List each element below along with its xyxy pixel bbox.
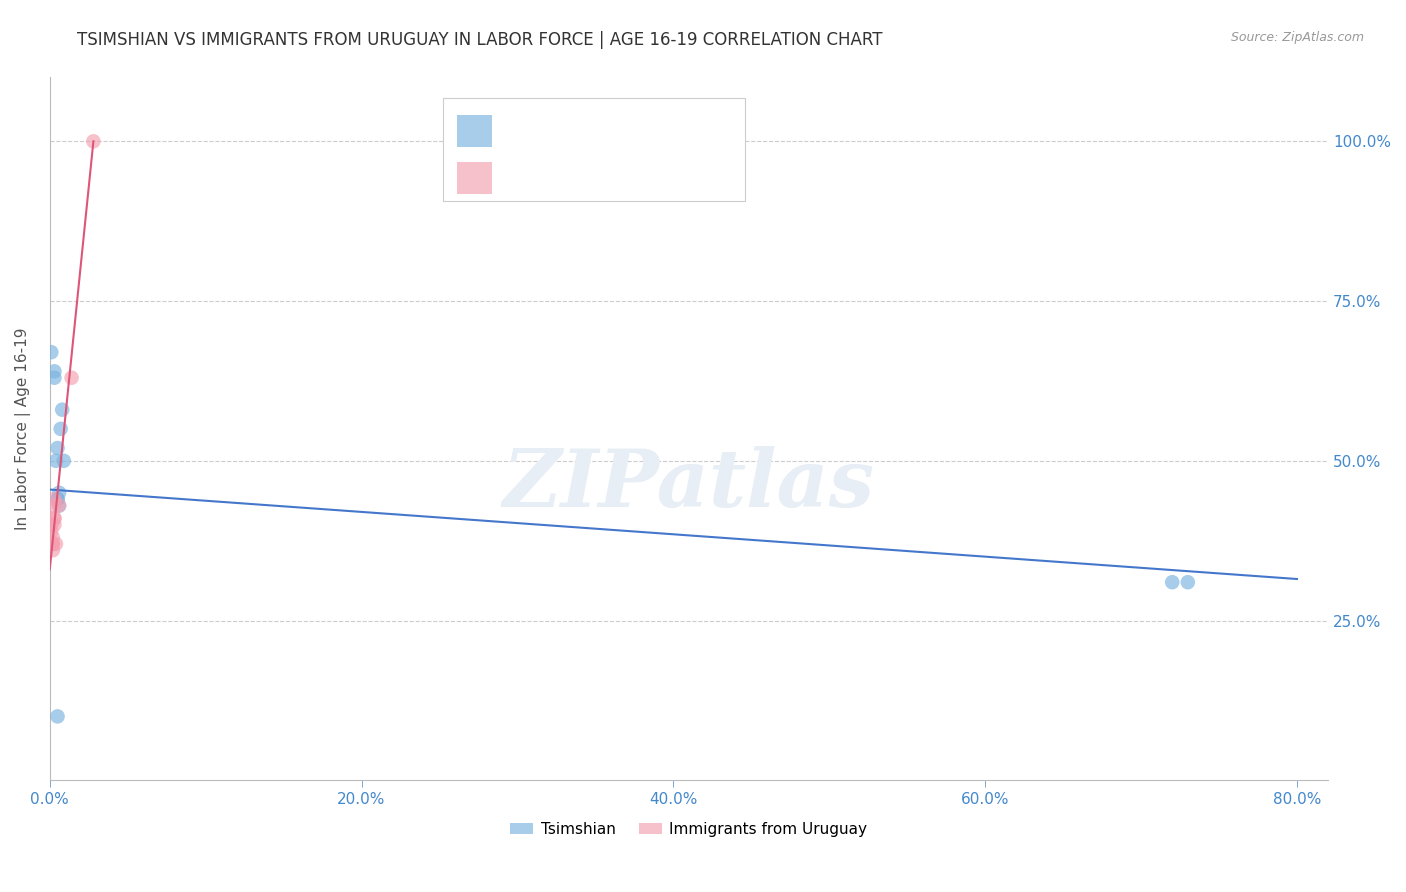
Text: N =: N = (613, 170, 647, 186)
Point (42, 531, 65, 545)
Text: R =: R = (503, 170, 537, 186)
Point (42, 537, 65, 551)
Text: R =: R = (503, 123, 537, 138)
Point (49, 422, 72, 436)
Point (46, 492, 69, 507)
Point (45, 537, 67, 551)
Point (48, 499, 70, 513)
Point (82, 134, 104, 148)
Point (46, 492, 69, 507)
Point (60, 370, 83, 384)
Point (48, 499, 70, 513)
Point (39, 345, 62, 359)
Point (1161, 575, 1184, 590)
Point (44, 499, 66, 513)
Point (1177, 575, 1199, 590)
Point (46, 709, 69, 723)
Text: 15: 15 (652, 123, 673, 138)
Point (44, 364, 66, 378)
Point (44, 492, 66, 507)
Point (52, 454, 75, 468)
Point (42, 537, 65, 551)
Point (51, 402, 73, 417)
Point (48, 485, 70, 500)
Point (44, 370, 66, 384)
Point (39, 524, 62, 538)
Point (46, 441, 69, 455)
Text: 0.762: 0.762 (543, 170, 586, 186)
Point (45, 454, 67, 468)
Text: ZIPatlas: ZIPatlas (503, 446, 875, 524)
Text: 16: 16 (652, 170, 673, 186)
Point (44, 511, 66, 525)
Text: Source: ZipAtlas.com: Source: ZipAtlas.com (1230, 31, 1364, 45)
Y-axis label: In Labor Force | Age 16-19: In Labor Force | Age 16-19 (15, 327, 31, 530)
Point (39, 517, 62, 532)
Point (44, 517, 66, 532)
Text: N =: N = (613, 123, 647, 138)
Point (39, 537, 62, 551)
Point (44, 511, 66, 525)
Legend: Tsimshian, Immigrants from Uruguay: Tsimshian, Immigrants from Uruguay (505, 815, 873, 843)
Point (42, 543, 65, 558)
Text: -0.203: -0.203 (543, 123, 592, 138)
Text: TSIMSHIAN VS IMMIGRANTS FROM URUGUAY IN LABOR FORCE | AGE 16-19 CORRELATION CHAR: TSIMSHIAN VS IMMIGRANTS FROM URUGUAY IN … (77, 31, 883, 49)
